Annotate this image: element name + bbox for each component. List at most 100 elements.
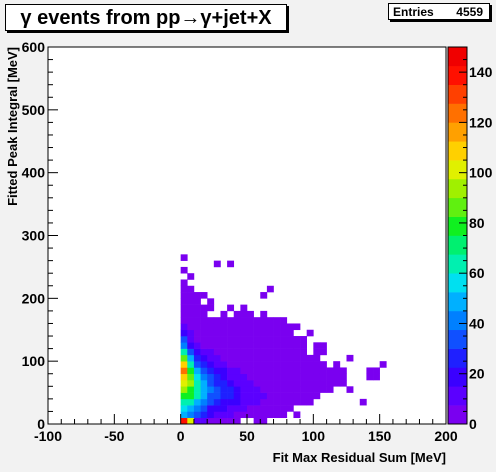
heatmap-bin <box>220 405 228 412</box>
heatmap-bin <box>273 373 281 381</box>
heatmap-bin <box>207 336 215 343</box>
heatmap-bin <box>273 380 281 387</box>
heatmap-bin <box>280 361 288 368</box>
heatmap-bin <box>193 361 201 368</box>
heatmap-bin <box>280 336 288 343</box>
heatmap-bin <box>193 310 201 318</box>
heatmap-bin <box>300 380 307 387</box>
heatmap-bin <box>280 392 288 400</box>
heatmap-bin <box>213 380 221 387</box>
heatmap-bin <box>187 273 195 280</box>
heatmap-bin <box>293 411 301 419</box>
z-tick-label: 140 <box>469 64 493 80</box>
heatmap-bin <box>220 373 228 381</box>
heatmap-bin <box>286 367 294 375</box>
heatmap-bin <box>247 373 254 381</box>
heatmap-bin <box>306 373 314 381</box>
heatmap-bin <box>207 373 215 381</box>
heatmap-bin <box>213 361 221 368</box>
heatmap-bin <box>280 398 288 406</box>
heatmap-bin <box>180 266 188 274</box>
heatmap-bin <box>319 342 327 349</box>
heatmap-bin <box>193 329 201 337</box>
heatmap-bin <box>180 386 188 393</box>
heatmap-bin <box>293 367 301 375</box>
heatmap-bin <box>233 373 241 381</box>
palette-cell <box>448 216 467 236</box>
heatmap-bin <box>293 386 301 393</box>
heatmap-bin <box>286 405 294 412</box>
heatmap-bin <box>180 323 188 331</box>
heatmap-bin <box>280 348 288 356</box>
x-tick-label: 200 <box>434 428 458 444</box>
heatmap-bin <box>233 310 241 318</box>
heatmap-bin <box>200 292 208 299</box>
heatmap-bin <box>180 354 188 362</box>
heatmap-bin <box>187 285 195 293</box>
chart-title-box: γ events from pp→γ+jet+X <box>5 4 287 31</box>
heatmap-bin <box>266 392 274 400</box>
y-tick-label: 600 <box>22 39 46 55</box>
heatmap-bin <box>187 342 195 349</box>
heatmap-bin <box>180 392 188 400</box>
heatmap-bin <box>273 336 281 343</box>
heatmap-bin <box>180 367 188 375</box>
heatmap-bin <box>180 373 188 381</box>
heatmap-bin <box>233 317 241 324</box>
heatmap-bin <box>180 254 188 261</box>
heatmap-bin <box>280 411 288 419</box>
heatmap-bin <box>207 329 215 337</box>
heatmap-bin <box>266 336 274 343</box>
heatmap-bin <box>260 292 268 299</box>
heatmap-bin <box>207 298 215 305</box>
heatmap-bin <box>319 373 327 381</box>
heatmap-bin <box>319 367 327 375</box>
heatmap-bin <box>227 386 235 393</box>
y-tick-label: 100 <box>22 353 46 369</box>
heatmap-bin <box>266 398 274 406</box>
heatmap-bin <box>240 380 248 387</box>
heatmap-bin <box>200 317 208 324</box>
heatmap-bin <box>286 329 294 337</box>
heatmap-bin <box>373 367 380 375</box>
x-tick-label: 150 <box>368 428 392 444</box>
heatmap-bin <box>313 342 321 349</box>
heatmap-bin <box>286 380 294 387</box>
heatmap-bin <box>247 342 254 349</box>
y-tick-label: 0 <box>37 416 45 432</box>
heatmap-bin <box>227 373 235 381</box>
heatmap-bin <box>240 398 248 406</box>
heatmap-bin <box>233 398 241 406</box>
heatmap-bin <box>207 405 215 412</box>
heatmap-bin <box>207 323 215 331</box>
heatmap-bin <box>200 348 208 356</box>
palette-cell <box>448 329 467 349</box>
heatmap-bin <box>253 336 261 343</box>
heatmap-bin <box>253 417 261 425</box>
heatmap-bin <box>233 354 241 362</box>
heatmap-bin <box>273 348 281 356</box>
heatmap-bin <box>193 323 201 331</box>
heatmap-bin <box>293 354 301 362</box>
heatmap-bin <box>306 329 314 337</box>
y-axis-title: Fitted Peak Integral [MeV] <box>5 47 20 206</box>
palette-cell <box>448 141 467 161</box>
heatmap-bin <box>227 392 235 400</box>
heatmap-bin <box>247 411 254 419</box>
palette-cell <box>448 122 467 142</box>
heatmap-bin <box>193 392 201 400</box>
z-tick-label: 60 <box>469 265 485 281</box>
palette-cell <box>448 405 467 425</box>
palette-cell <box>448 310 467 331</box>
heatmap-bin <box>313 373 321 381</box>
heatmap-bin <box>247 405 254 412</box>
heatmap-bin <box>227 348 235 356</box>
z-axis: 0 20 40 60 80 100 120 140 <box>459 46 493 432</box>
heatmap-bin <box>220 392 228 400</box>
heatmap-bin <box>180 361 188 368</box>
heatmap-bin <box>213 260 221 268</box>
heatmap-bin <box>227 405 235 412</box>
heatmap-bin <box>273 329 281 337</box>
heatmap-bin <box>300 361 307 368</box>
palette-cell <box>448 348 467 368</box>
